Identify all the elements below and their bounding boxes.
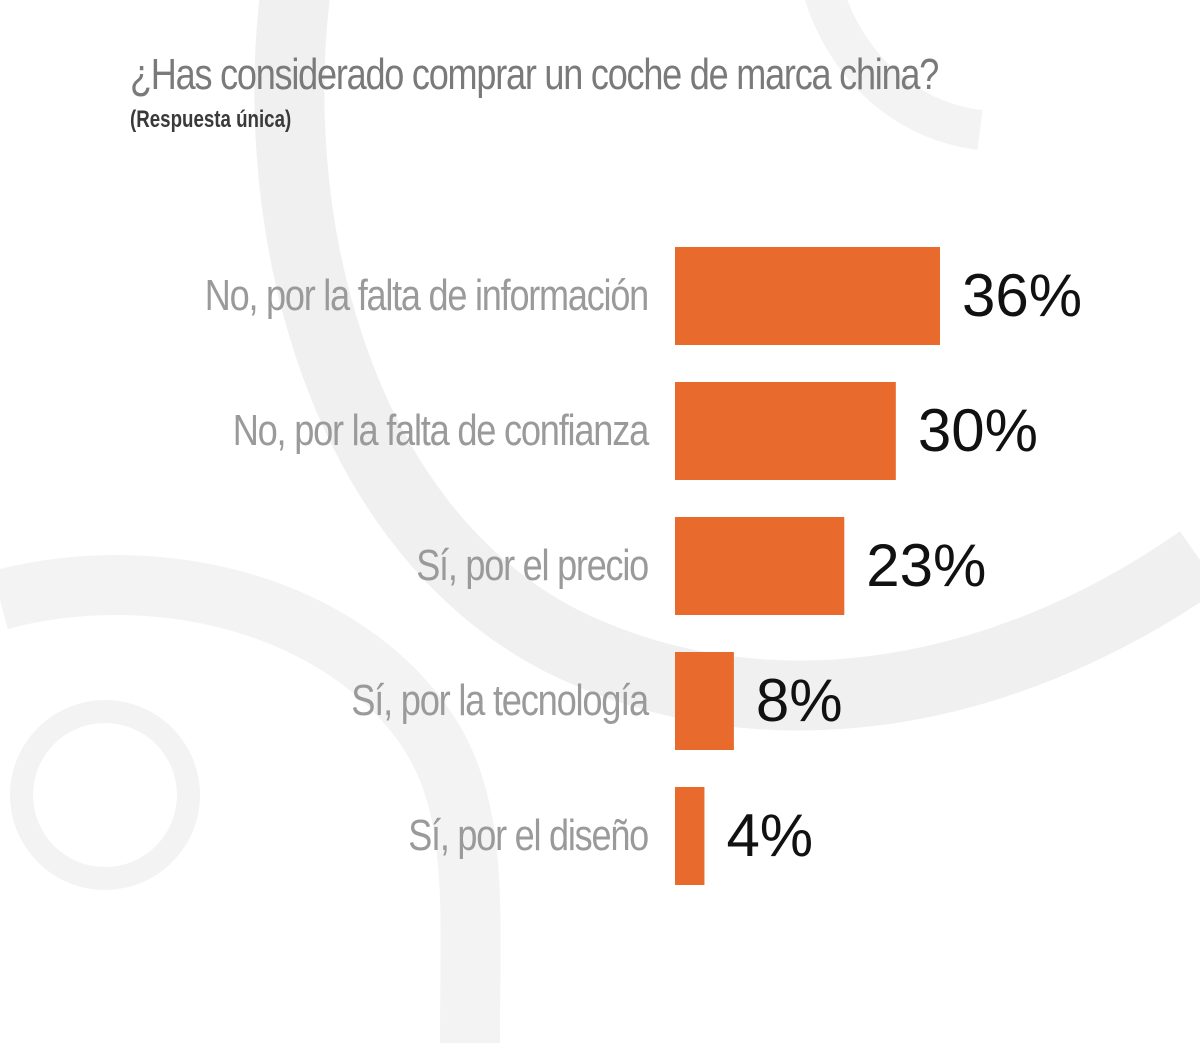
value-label-1: 30% bbox=[918, 397, 1038, 464]
value-label-0: 36% bbox=[962, 262, 1082, 329]
chart-subtitle: (Respuesta única) bbox=[130, 106, 292, 133]
bar-0 bbox=[675, 247, 940, 345]
bar-3 bbox=[675, 652, 734, 750]
chart-title: ¿Has considerado comprar un coche de mar… bbox=[130, 50, 939, 99]
category-label-4: Sí, por el diseño bbox=[408, 811, 648, 860]
value-label-2: 23% bbox=[866, 532, 986, 599]
category-label-0: No, por la falta de información bbox=[205, 271, 648, 320]
category-label-2: Sí, por el precio bbox=[416, 541, 648, 590]
value-label-3: 8% bbox=[756, 667, 843, 734]
bar-4 bbox=[675, 787, 705, 885]
bar-2 bbox=[675, 517, 845, 615]
category-label-3: Sí, por la tecnología bbox=[351, 676, 649, 725]
value-label-4: 4% bbox=[726, 802, 813, 869]
category-label-1: No, por la falta de confianza bbox=[233, 406, 650, 455]
chart-header: ¿Has considerado comprar un coche de mar… bbox=[130, 50, 1116, 134]
bar-1 bbox=[675, 382, 896, 480]
